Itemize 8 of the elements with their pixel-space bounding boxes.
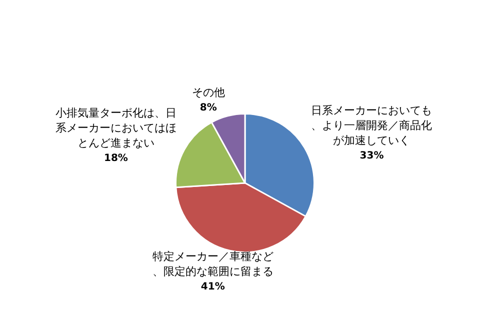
data-label: 41% (200, 282, 225, 293)
slice-label: 日系メーカーにおいても、より一層開発／商品化が加速していく (311, 104, 432, 147)
data-label: 18% (104, 153, 128, 164)
data-label: 8% (200, 102, 217, 114)
slice-label: 特定メーカー／車種など、限定的な範囲に留まる (152, 250, 274, 278)
slice-label: その他 (192, 86, 225, 99)
slice-label: 小排気量ターボ化は、日系メーカーにおいてはほとんど進まない (55, 106, 176, 150)
data-label: 33% (360, 150, 384, 162)
